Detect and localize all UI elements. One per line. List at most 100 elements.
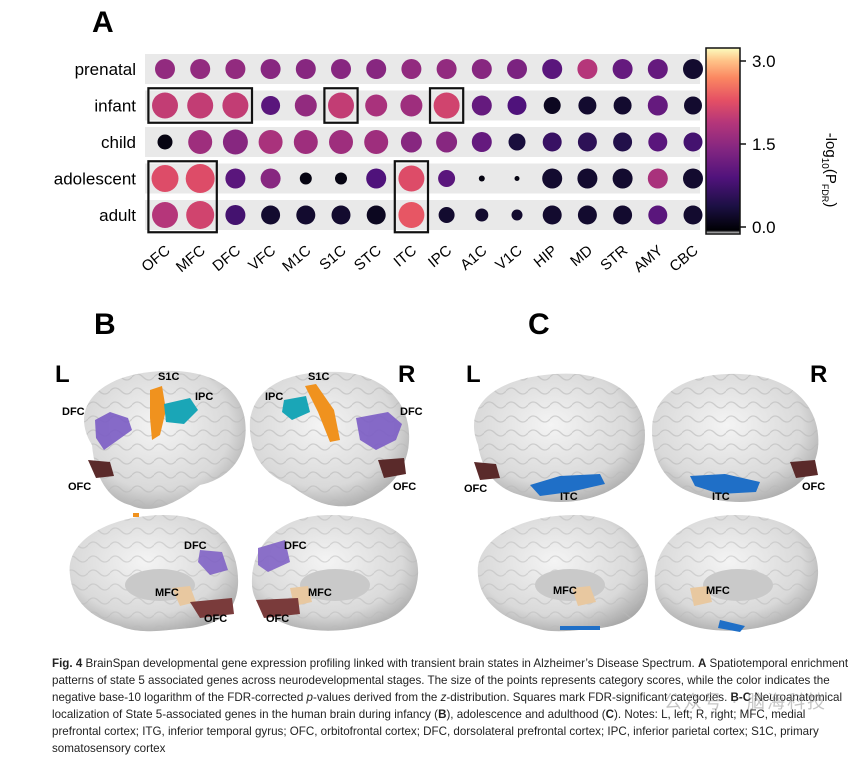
dot-infant-VFC <box>261 96 281 115</box>
column-label-A1C: A1C <box>457 242 490 274</box>
column-label-MD: MD <box>567 242 596 270</box>
hemisphere-left-c: L <box>466 361 481 388</box>
dots <box>151 59 703 229</box>
brain-b-medial-left <box>69 513 239 632</box>
colorbar-tick-mid: 1.5 <box>752 135 776 154</box>
dot-prenatal-AMY <box>647 59 668 79</box>
caption-b-bold: B <box>438 708 447 721</box>
dot-prenatal-OFC <box>155 59 175 79</box>
dot-child-M1C <box>293 130 318 154</box>
dot-infant-ITC <box>400 94 423 117</box>
dot-infant-M1C <box>294 94 317 117</box>
region-ofc-shape-r <box>378 458 406 478</box>
dot-adolescent-MD <box>577 168 598 189</box>
column-label-STC: STC <box>351 242 385 274</box>
dot-child-STR <box>613 132 633 152</box>
colorbar-title-p: (P <box>822 169 839 184</box>
region-itc-shape-cr <box>690 474 760 494</box>
colorbar-title-main: -log <box>822 133 839 158</box>
row-label: infant <box>94 97 136 116</box>
dot-infant-MFC <box>187 92 214 119</box>
dot-adolescent-IPC <box>438 170 456 187</box>
column-label-AMY: AMY <box>631 242 667 276</box>
dot-prenatal-IPC <box>436 59 457 79</box>
brain-b-lateral-right <box>249 371 410 507</box>
c-label-ofc-r: OFC <box>802 481 825 493</box>
dot-child-VFC <box>258 130 283 154</box>
dot-adult-CBC <box>683 205 703 225</box>
b-label-ofc-r: OFC <box>393 481 416 493</box>
dot-adult-A1C <box>475 208 489 222</box>
brain-c-medial-left <box>477 515 649 632</box>
caption-c-bold: C <box>605 708 615 721</box>
dot-child-MFC <box>188 130 213 154</box>
c-label-mfc-r: MFC <box>706 585 730 597</box>
column-label-DFC: DFC <box>209 242 244 275</box>
region-ofc-medial <box>190 598 234 618</box>
region-dfc-medial <box>198 550 228 575</box>
c-label-itc: ITC <box>560 491 578 503</box>
b-label-dfc-mr: DFC <box>284 540 307 552</box>
colorbar-tick-max: 3.0 <box>752 52 776 71</box>
row-label: prenatal <box>75 60 136 79</box>
watermark: 公众号 · 脑海科技 <box>663 692 827 713</box>
dot-adult-ITC <box>398 202 425 228</box>
dot-child-CBC <box>683 132 703 152</box>
dot-prenatal-ITC <box>401 59 422 79</box>
significance-box-infant-IPC <box>428 87 465 124</box>
column-label-CBC: CBC <box>666 242 701 275</box>
dot-adult-STR <box>613 205 633 225</box>
b-label-ofc-mr: OFC <box>266 613 289 625</box>
dot-infant-STC <box>365 94 388 117</box>
figure-caption: Fig. 4 BrainSpan developmental gene expr… <box>52 655 852 757</box>
caption-a-text3: -distribution. Squares mark FDR-signific… <box>446 691 731 704</box>
dot-adolescent-VFC <box>260 168 281 189</box>
b-label-mfc-m: MFC <box>155 587 179 599</box>
dot-adult-VFC <box>261 205 281 225</box>
brain-c-medial-right <box>654 515 819 632</box>
caption-bc-label: B-C <box>730 691 752 704</box>
dot-adolescent-HIP <box>542 168 563 189</box>
region-dfc-medial-r <box>258 540 290 572</box>
dot-child-ITC <box>400 131 422 153</box>
region-itc-shape-c <box>530 474 605 496</box>
panel-label-b: B <box>94 308 116 341</box>
column-labels: OFC MFC DFC VFC M1C S1C STC ITC IPC A1C V1C HIP MD ST… <box>138 242 701 276</box>
column-label-S1C: S1C <box>316 242 349 274</box>
dot-infant-MD <box>578 96 597 115</box>
region-mfc-medial-c <box>572 586 596 606</box>
dot-adolescent-S1C <box>335 172 347 185</box>
caption-bc-text3: ). Notes: L, left; R, right; MFC, medial… <box>52 708 819 755</box>
dot-adolescent-A1C <box>478 175 485 182</box>
region-dfc-shape <box>95 412 132 450</box>
dot-adult-IPC <box>438 207 455 223</box>
dot-adult-OFC <box>152 202 178 228</box>
dot-child-S1C <box>329 130 353 154</box>
dot-prenatal-DFC <box>225 59 246 79</box>
column-label-ITC: ITC <box>391 242 421 271</box>
dot-infant-IPC <box>433 92 460 119</box>
dot-infant-A1C <box>471 95 492 116</box>
dot-prenatal-M1C <box>295 59 316 79</box>
column-label-M1C: M1C <box>279 242 314 275</box>
region-ipc-shape <box>164 398 198 424</box>
colorbar-gradient <box>705 47 741 235</box>
region-ofc-shape-cr <box>790 460 818 478</box>
dot-adolescent-OFC <box>151 165 179 192</box>
dot-prenatal-MD <box>577 59 598 79</box>
dot-infant-AMY <box>647 95 668 116</box>
caption-fig-number: Fig. 4 <box>52 657 83 670</box>
b-label-ofc-m: OFC <box>204 613 227 625</box>
significance-box-adolescent-ITC <box>393 160 430 234</box>
dot-prenatal-CBC <box>683 59 703 79</box>
column-label-STR: STR <box>597 242 631 274</box>
caption-title: BrainSpan developmental gene expression … <box>82 657 698 670</box>
dot-adult-AMY <box>648 205 668 225</box>
brain-c-lateral-left <box>473 373 645 502</box>
b-label-dfc: DFC <box>62 406 85 418</box>
region-ofc-medial-r <box>256 598 300 618</box>
caption-a-text1: Spatiotemporal enrichment patterns of st… <box>52 657 849 704</box>
dot-adult-DFC <box>225 205 246 225</box>
significance-box-infant-OFC-MFC-DFC <box>147 87 254 124</box>
brain-b-medial-right <box>251 515 419 631</box>
